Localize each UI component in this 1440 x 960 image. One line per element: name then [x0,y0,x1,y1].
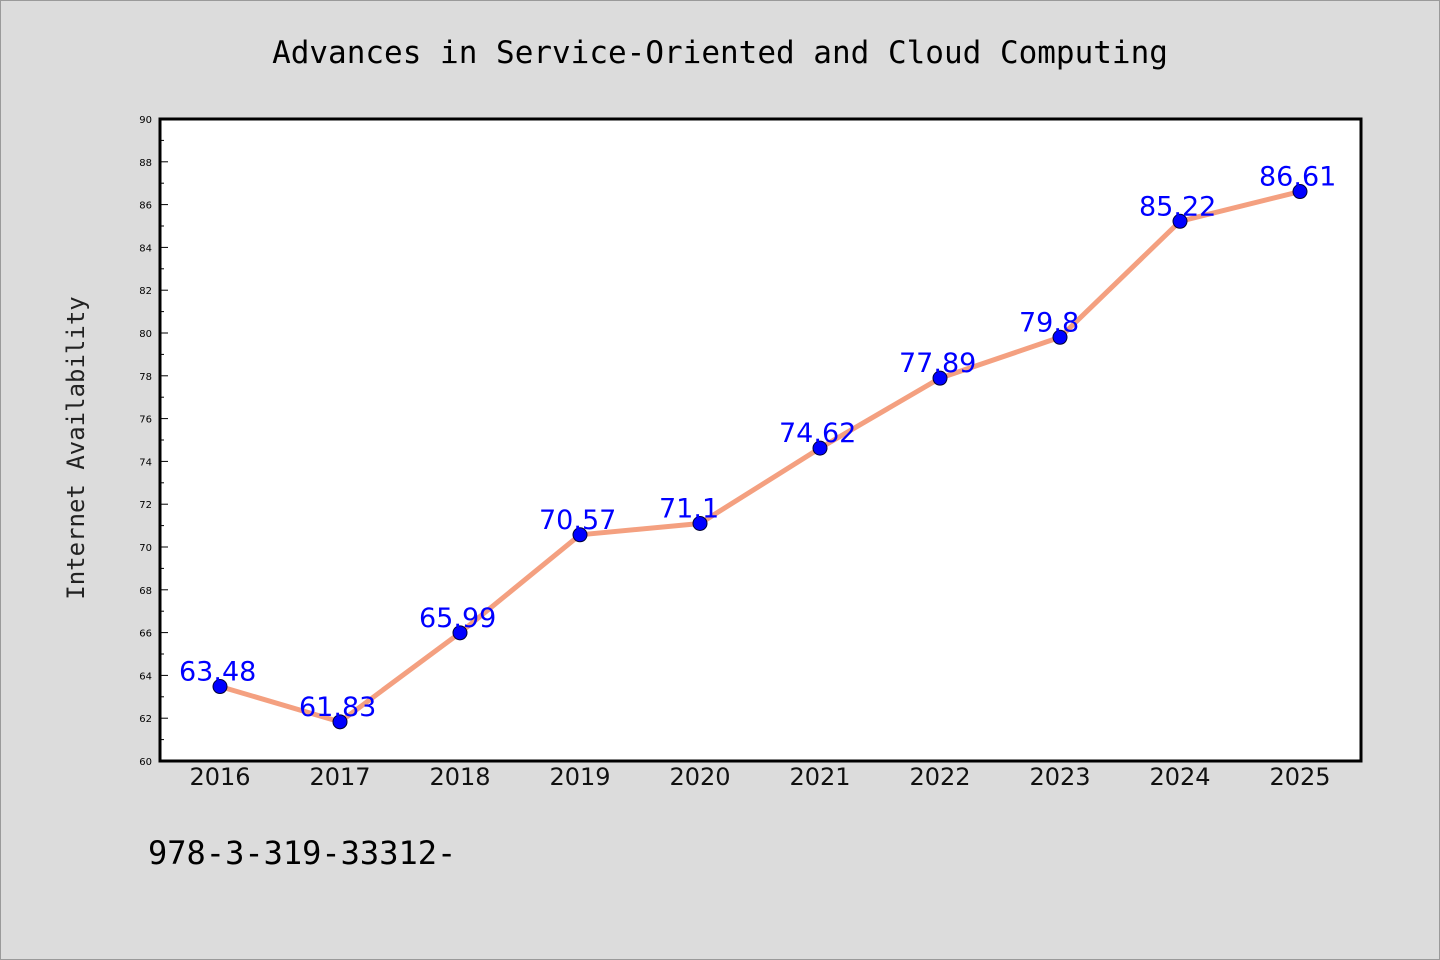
x-tick-label: 2023 [1029,763,1090,791]
x-tick-label: 2022 [909,763,970,791]
data-point [572,527,588,543]
series-line-group [212,184,1308,730]
y-axis-label: Internet Availability [62,296,90,599]
y-tick-label: 84 [139,243,152,254]
y-tick-label: 86 [139,201,152,212]
series-line [217,189,1303,725]
x-tick-label: 2019 [549,763,610,791]
data-point [812,440,828,456]
y-tick-label: 82 [139,286,152,297]
x-axis-ticks: 2016 2017 2018 2019 2020 2021 2022 2023 2024 2025 [189,763,1330,791]
data-point [692,515,708,531]
y-tick-label: 76 [139,415,152,426]
x-tick-label: 2018 [429,763,490,791]
data-label: 61.83 [299,692,376,723]
data-point [332,714,348,730]
x-tick-label: 2016 [189,763,250,791]
data-label: 71.1 [659,493,719,524]
y-tick-label: 72 [139,500,152,511]
y-tick-label: 78 [139,372,152,383]
data-point [932,370,948,386]
plot-area [158,117,1363,763]
y-tick-label: 88 [139,158,152,169]
data-point [452,625,468,641]
data-point [1292,184,1308,200]
x-tick-label: 2025 [1269,763,1330,791]
data-point [212,679,228,695]
data-label: 74.62 [779,418,856,449]
data-label: 63.48 [179,657,256,688]
y-tick-label: 60 [139,757,152,768]
y-tick-label: 64 [139,671,152,682]
y-tick-label: 62 [139,714,152,725]
y-axis-ticks: 60 62 64 66 68 70 72 74 76 78 80 82 84 86 88 90 [139,115,168,768]
data-label: 65.99 [419,603,496,634]
x-tick-label: 2020 [669,763,730,791]
data-label: 70.57 [539,505,616,536]
y-tick-label: 68 [139,586,152,597]
data-label: 79.8 [1019,307,1079,338]
x-tick-label: 2017 [309,763,370,791]
data-label: 77.89 [899,348,976,379]
data-labels-group: 63.48 61.83 65.99 70.57 71.1 74.62 77.89 79.8 85… [179,162,1336,723]
y-tick-label: 74 [139,457,152,468]
data-label: 85.22 [1139,191,1216,222]
data-point [1172,213,1188,229]
data-point [1052,329,1068,345]
y-tick-label: 70 [139,543,152,554]
y-tick-label: 80 [139,329,152,340]
footer-text: 978-3-319-33312- [148,834,456,872]
x-tick-label: 2024 [1149,763,1210,791]
x-tick-label: 2021 [789,763,850,791]
y-tick-label: 66 [139,629,152,640]
y-tick-label: 90 [139,115,152,126]
chart-title: Advances in Service-Oriented and Cloud C… [272,35,1168,71]
data-label: 86.61 [1259,162,1336,193]
